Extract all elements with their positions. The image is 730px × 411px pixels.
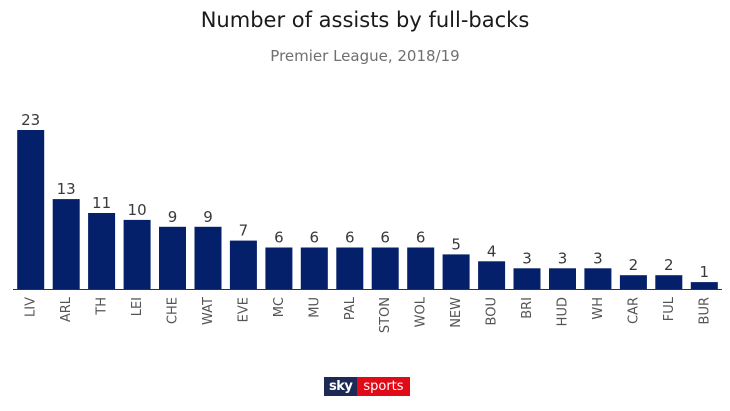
chart-title: Number of assists by full-backs bbox=[200, 8, 530, 32]
sky-sports-logo: sky sports bbox=[324, 377, 410, 396]
value-label-mu: 6 bbox=[310, 229, 320, 247]
value-label-car: 2 bbox=[629, 256, 639, 274]
value-label-arl: 13 bbox=[57, 180, 76, 198]
x-tick-label-ston: STON bbox=[378, 297, 393, 333]
bar-new bbox=[442, 254, 470, 289]
value-label-th: 11 bbox=[92, 194, 111, 212]
value-label-wat: 9 bbox=[203, 208, 213, 226]
bar-pal bbox=[336, 247, 364, 289]
value-label-eve: 7 bbox=[239, 222, 249, 240]
x-tick-labels-group: LIV ARL TH LEI CHE WAT EVE MC MU PAL STON WOL NEW BOU… bbox=[24, 296, 713, 333]
bar-th bbox=[88, 213, 116, 289]
x-tick-label-pal: PAL bbox=[343, 296, 358, 320]
x-tick-label-th: TH bbox=[95, 297, 110, 316]
bar-wol bbox=[407, 247, 435, 289]
x-tick-label-lei: LEI bbox=[130, 297, 145, 316]
value-label-wol: 6 bbox=[416, 229, 426, 247]
bar-wh bbox=[584, 268, 612, 289]
value-label-ston: 6 bbox=[380, 229, 390, 247]
bar-bri bbox=[513, 268, 541, 289]
x-tick-label-wat: WAT bbox=[201, 297, 216, 325]
bar-car bbox=[619, 275, 647, 289]
bar-eve bbox=[229, 240, 257, 289]
x-tick-label-bri: BRI bbox=[520, 297, 535, 319]
bar-ston bbox=[371, 247, 399, 289]
x-tick-label-bur: BUR bbox=[697, 297, 712, 324]
value-label-new: 5 bbox=[451, 235, 461, 253]
bar-arl bbox=[52, 199, 80, 289]
value-labels-group: 23 13 11 10 9 9 7 6 6 6 6 6 5 4 3 3 3 2 2 1 bbox=[21, 111, 709, 281]
logo-sky-part: sky bbox=[324, 377, 358, 396]
x-tick-label-bou: BOU bbox=[485, 297, 500, 325]
bar-liv bbox=[17, 130, 45, 289]
x-tick-label-arl: ARL bbox=[59, 296, 74, 322]
value-label-wh: 3 bbox=[593, 249, 603, 267]
x-tick-label-hud: HUD bbox=[556, 297, 571, 326]
logo-sports-part: sports bbox=[357, 377, 410, 396]
x-tick-label-car: CAR bbox=[626, 297, 641, 324]
value-label-bri: 3 bbox=[522, 249, 532, 267]
bar-ful bbox=[655, 275, 683, 289]
bar-lei bbox=[123, 219, 151, 289]
value-label-bou: 4 bbox=[487, 242, 497, 260]
bar-hud bbox=[549, 268, 576, 289]
x-tick-label-wh: WH bbox=[591, 297, 606, 320]
value-label-hud: 3 bbox=[558, 249, 568, 267]
value-label-che: 9 bbox=[168, 208, 178, 226]
bar-che bbox=[159, 226, 186, 289]
value-label-liv: 23 bbox=[21, 111, 40, 129]
bar-bur bbox=[690, 282, 718, 289]
value-label-lei: 10 bbox=[128, 201, 147, 219]
bar-bou bbox=[478, 261, 506, 289]
x-tick-label-liv: LIV bbox=[24, 297, 39, 317]
value-label-bur: 1 bbox=[700, 263, 710, 281]
value-label-ful: 2 bbox=[664, 256, 674, 274]
value-label-pal: 6 bbox=[345, 229, 355, 247]
bars-group bbox=[17, 130, 718, 289]
x-tick-label-eve: EVE bbox=[236, 297, 251, 322]
x-tick-label-mu: MU bbox=[307, 297, 322, 318]
value-label-mc: 6 bbox=[274, 229, 284, 247]
bar-mc bbox=[265, 247, 293, 289]
chart-subtitle: Premier League, 2018/19 bbox=[270, 47, 460, 65]
x-tick-label-che: CHE bbox=[166, 297, 181, 324]
bar-mu bbox=[300, 247, 328, 289]
x-tick-label-wol: WOL bbox=[414, 296, 429, 327]
x-tick-label-ful: FUL bbox=[662, 296, 677, 321]
bar-chart: 23 13 11 10 9 9 7 6 6 6 6 6 5 4 3 3 3 2 2 1 LIV ARL TH LEI CHE W… bbox=[13, 111, 722, 333]
bar-wat bbox=[194, 226, 222, 289]
x-tick-label-new: NEW bbox=[449, 297, 464, 328]
x-tick-label-mc: MC bbox=[272, 297, 287, 317]
